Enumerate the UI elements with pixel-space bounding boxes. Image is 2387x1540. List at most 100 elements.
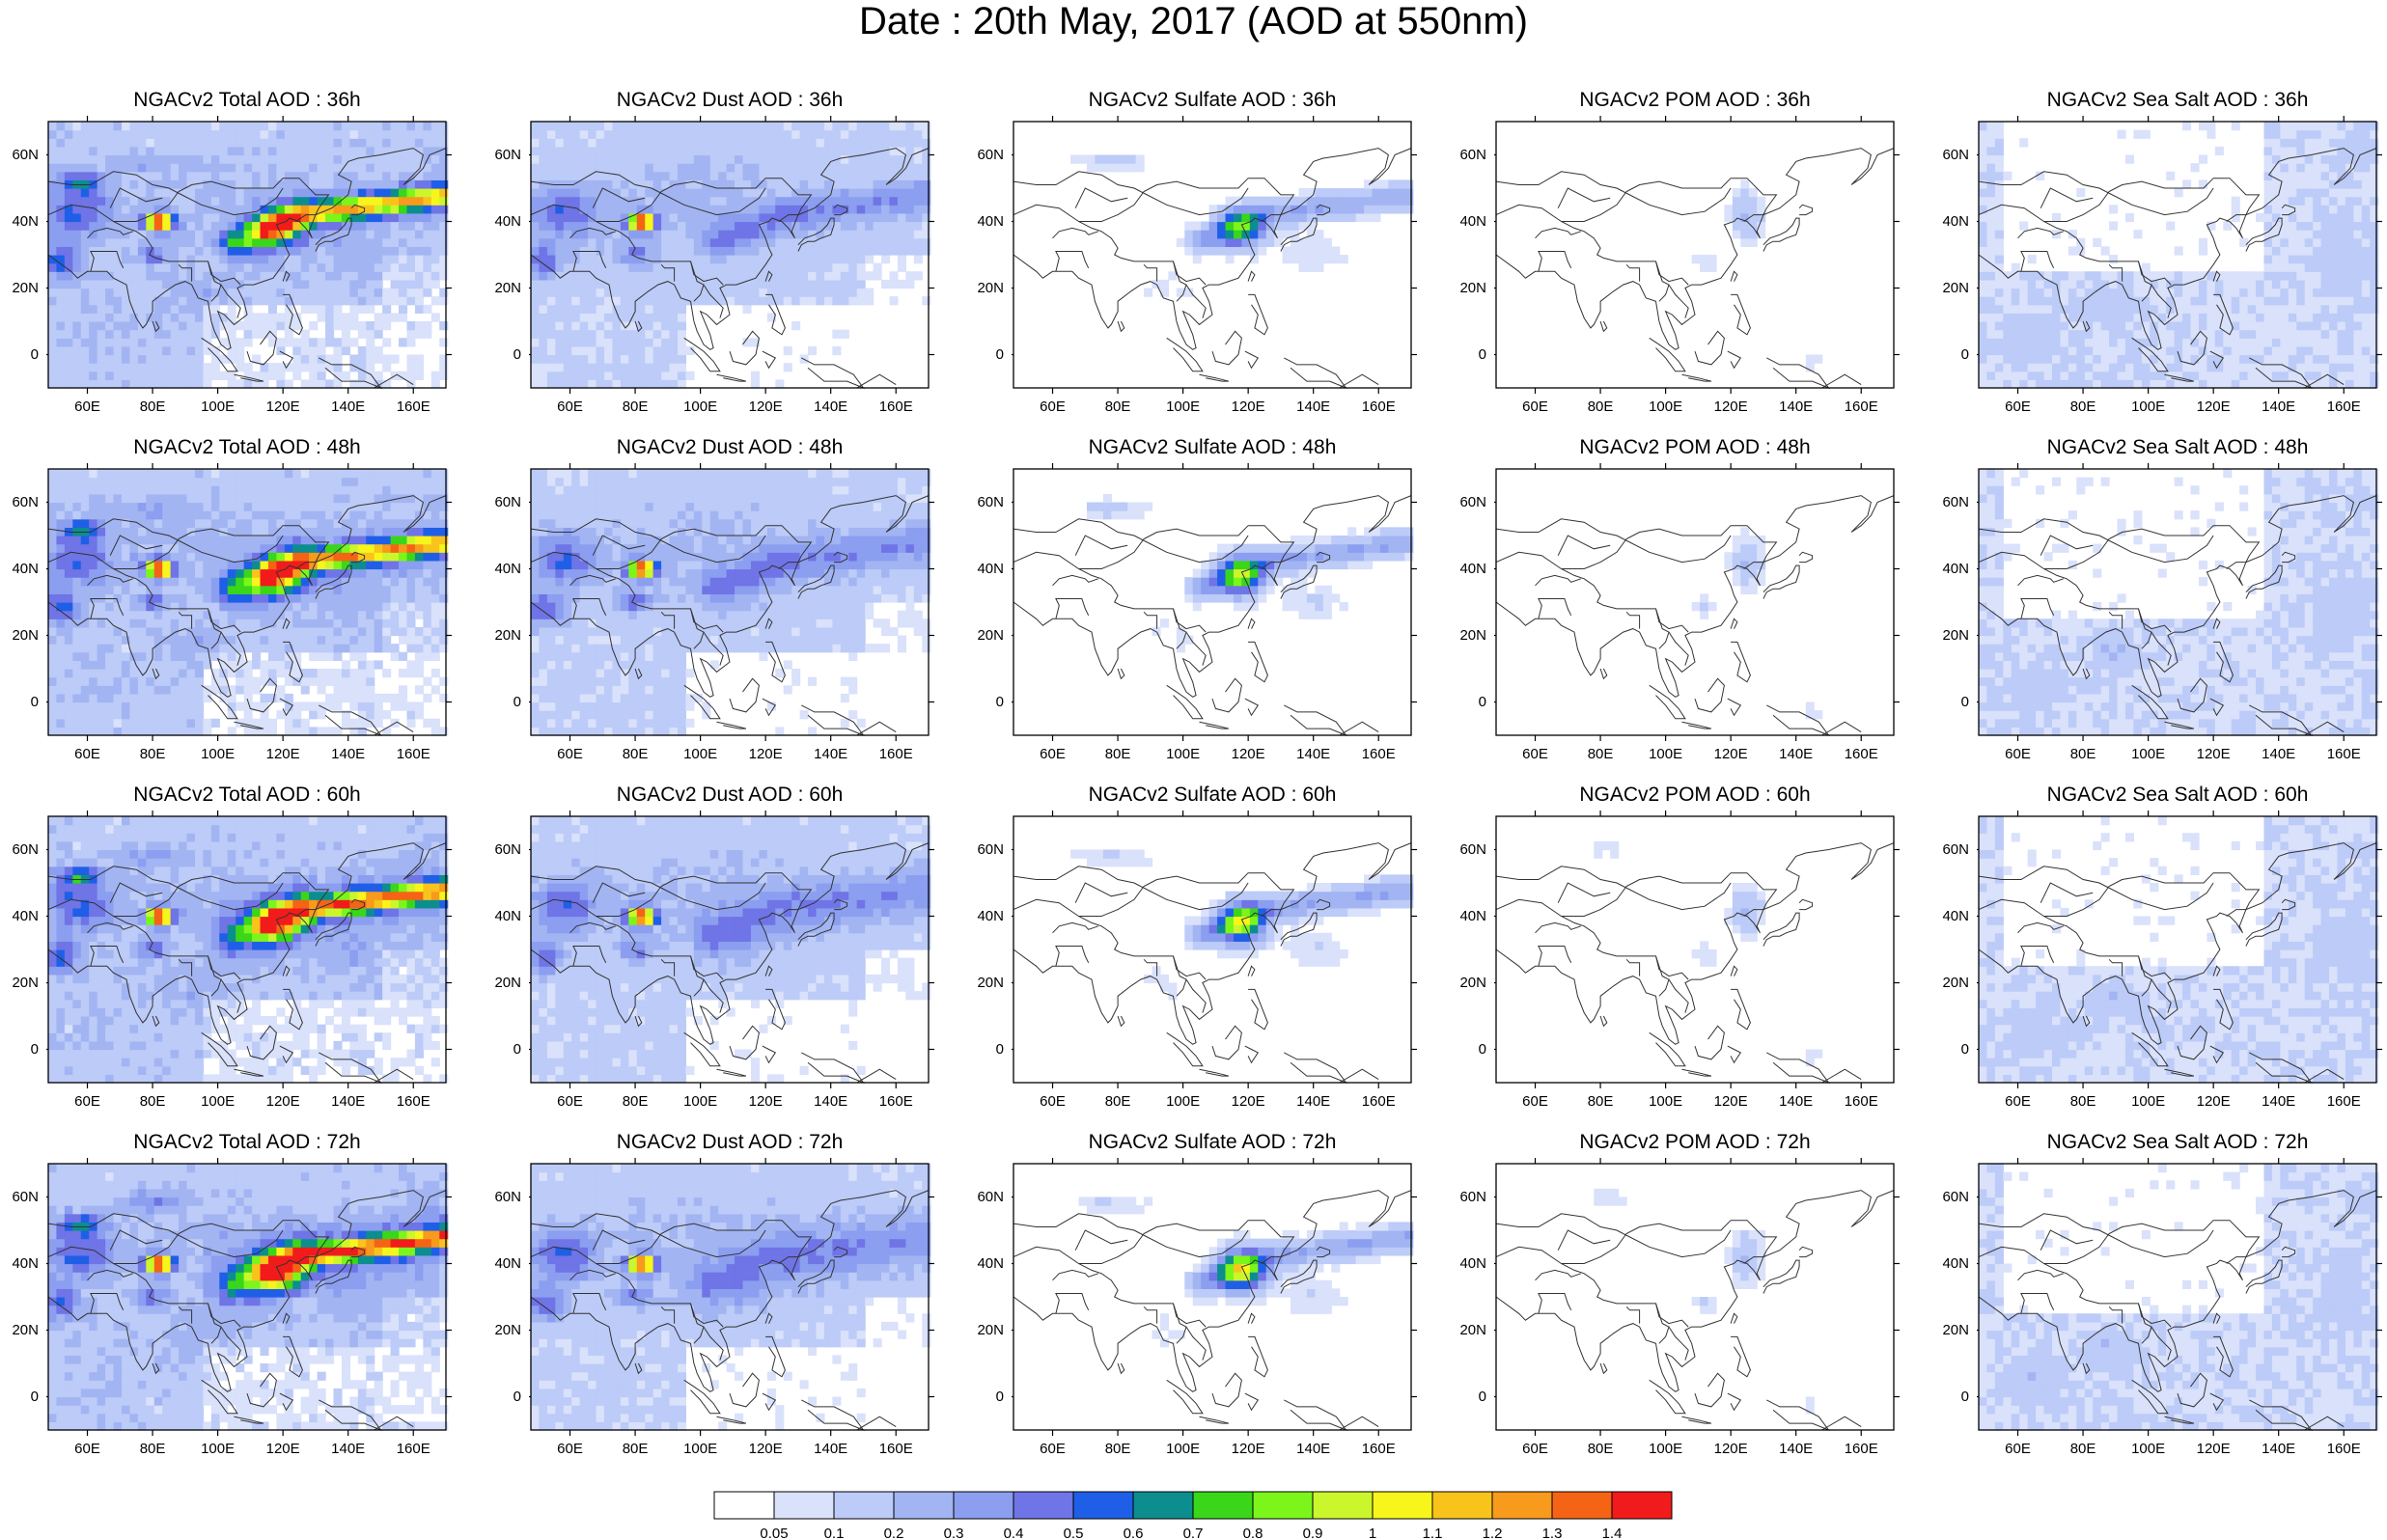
aod-cell	[620, 371, 629, 380]
aod-cell	[620, 304, 629, 314]
aod-cell	[414, 188, 424, 198]
aod-cell	[775, 163, 785, 173]
aod-cell	[628, 171, 638, 180]
aod-cell	[97, 354, 106, 364]
aod-cell	[382, 163, 392, 173]
aod-cell	[596, 363, 605, 372]
aod-cell	[219, 585, 229, 594]
aod-cell	[808, 212, 818, 223]
aod-cell	[179, 718, 188, 728]
aod-cell	[2296, 122, 2306, 131]
aod-cell	[832, 288, 842, 297]
aod-cell	[889, 205, 899, 214]
aod-cell	[2280, 179, 2290, 189]
aod-cell	[1298, 237, 1308, 247]
aod-cell	[832, 329, 842, 339]
aod-cell	[89, 354, 98, 364]
aod-cell	[366, 196, 375, 206]
aod-cell	[439, 163, 449, 173]
aod-cell	[129, 205, 139, 214]
aod-cell	[186, 296, 196, 306]
aod-cell	[1144, 288, 1153, 297]
aod-cell	[89, 188, 98, 198]
aod-cell	[2198, 296, 2207, 306]
aod-cell	[267, 304, 277, 314]
aod-cell	[194, 718, 205, 728]
aod-cell	[856, 288, 866, 297]
aod-cell	[1258, 205, 1267, 214]
aod-cell	[2141, 288, 2151, 297]
aod-cell	[1201, 246, 1210, 256]
aod-cell	[555, 179, 565, 189]
coastline-path	[833, 204, 848, 216]
aod-cell	[80, 701, 90, 711]
aod-cell	[766, 313, 776, 322]
aod-cell	[685, 163, 695, 173]
aod-cell	[693, 271, 703, 281]
aod-cell	[170, 279, 180, 289]
aod-cell	[2296, 154, 2306, 164]
aod-cell	[1225, 237, 1235, 247]
aod-cell	[170, 345, 180, 356]
aod-cell	[603, 221, 614, 231]
aod-cell	[1298, 205, 1308, 214]
aod-cell	[366, 163, 375, 173]
aod-cell	[219, 296, 229, 306]
aod-cell	[292, 321, 302, 331]
aod-cell	[276, 188, 286, 198]
aod-cell	[243, 255, 253, 264]
aod-cell	[620, 329, 629, 339]
aod-cell	[153, 669, 163, 678]
aod-cell	[219, 577, 229, 587]
aod-cell	[105, 271, 115, 281]
aod-cell	[596, 345, 605, 356]
aod-cell	[317, 271, 326, 281]
aod-cell	[146, 710, 155, 720]
aod-cell	[64, 585, 73, 594]
aod-cell	[759, 279, 768, 289]
aod-cell	[64, 354, 73, 364]
aod-cell	[1994, 221, 2004, 231]
aod-cell	[121, 593, 131, 603]
aod-cell	[170, 196, 180, 206]
aod-cell	[186, 288, 196, 297]
aod-cell	[571, 296, 581, 306]
aod-cell	[1135, 163, 1145, 173]
aod-cell	[97, 543, 106, 553]
aod-cell	[292, 221, 302, 231]
x-tick-label: 120E	[1232, 399, 1265, 415]
aod-cell	[905, 179, 915, 189]
aod-cell	[1979, 122, 1988, 131]
aod-cell	[2190, 321, 2200, 331]
aod-cell	[146, 313, 155, 322]
aod-cell	[531, 329, 541, 339]
aod-cell	[2320, 279, 2330, 289]
aod-cell	[2337, 171, 2346, 180]
aod-cell	[97, 179, 106, 189]
aod-cell	[2353, 171, 2363, 180]
aod-cell	[791, 296, 801, 306]
aod-cell	[2296, 354, 2306, 364]
aod-cell	[2239, 288, 2249, 297]
aod-cell	[349, 255, 359, 264]
aod-cell	[791, 262, 801, 272]
aod-cell	[317, 363, 326, 372]
aod-cell	[2337, 205, 2346, 214]
aod-cell	[539, 296, 548, 306]
aod-cell	[219, 602, 229, 612]
aod-cell	[2027, 296, 2037, 306]
aod-cell	[236, 212, 245, 223]
aod-cell	[2100, 329, 2110, 339]
aod-cell	[333, 129, 343, 139]
aod-cell	[349, 205, 359, 214]
aod-cell	[210, 129, 220, 139]
aod-cell	[56, 644, 66, 653]
map-panel: 60E 80E 100E 120E 140E 160E 60N 40N 20N 0 NGACv2 T…	[12, 87, 500, 415]
aod-cell	[439, 371, 449, 380]
aod-cell	[105, 171, 115, 180]
aod-cell	[179, 163, 188, 173]
aod-cell	[121, 338, 131, 347]
aod-cell	[596, 279, 605, 289]
aod-cell	[579, 279, 589, 289]
aod-cell	[153, 154, 163, 164]
